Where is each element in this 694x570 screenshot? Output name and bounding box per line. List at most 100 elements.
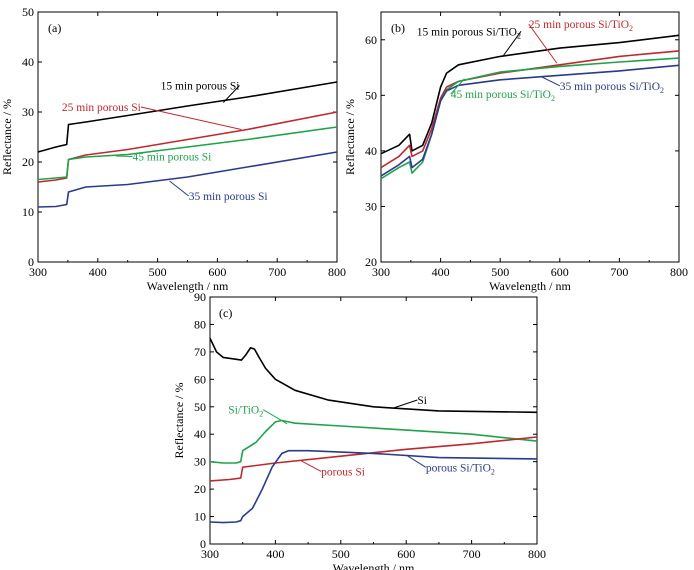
x-tick-label: 300 [29,265,47,279]
x-tick-label: 800 [670,265,688,279]
x-tick-label: 800 [528,547,546,561]
series-label-text: porous Si/TiO [426,462,491,474]
y-axis-label: Reflectance / % [172,383,186,459]
label-leader-line [301,460,322,472]
x-axis-label: Wavelength / nm [147,279,229,293]
y-tick-label: 40 [22,55,34,69]
series-label: 25 min porous Si [62,102,141,114]
series-line-45-min-porous-si [37,126,338,181]
x-tick-label: 400 [266,547,284,561]
y-tick-label: 80 [194,317,206,331]
series-line-25-min-porous-si-tio2 [380,50,680,169]
panel-c: (c) 300 400 500 600 700 800 0 10 20 30 40 50 60 70 80 9… [172,290,546,570]
series-label: 15 min porous Si [161,81,240,93]
series-label: 45 min porous Si [132,152,211,164]
plot-frame [209,296,538,545]
series-line-25-min-porous-si [37,111,338,183]
y-tick-label: 60 [194,372,206,386]
series-line-porous-si-tio2 [209,449,538,524]
y-tick-label: 20 [194,482,206,496]
series-label-subscript: 2 [517,31,521,40]
panel-tag-a: (a) [48,21,61,35]
label-leader-line [115,155,133,157]
y-tick-label: 90 [194,290,206,304]
series-line-15-min-porous-si [37,81,338,153]
series-label-text: Si/TiO [228,405,259,417]
y-tick-label: 20 [365,255,377,269]
x-tick-label: 600 [551,265,569,279]
panel-a: (a) 300 400 500 600 700 800 0 10 20 30 40 50 Wavelen… [0,5,346,293]
series-label: porous Si [321,466,365,478]
panel-b: (b) 300 400 500 600 700 800 20 30 40 50 60 Waveleng… [343,11,688,293]
series-label: Si [417,395,427,407]
x-tick-label: 700 [268,265,286,279]
y-tick-label: 50 [194,400,206,414]
x-axis-label: Wavelength / nm [333,561,415,570]
x-tick-label: 600 [208,265,226,279]
x-tick-label: 400 [89,265,107,279]
label-leader-line [405,454,427,468]
x-tick-label: 500 [491,265,509,279]
series-label-text: 35 min porous Si [189,191,268,203]
y-tick-label: 70 [194,345,206,359]
series-label: porous Si/TiO2 [426,462,495,476]
y-tick-label: 30 [22,105,34,119]
series-label-subscript: 2 [660,86,664,95]
series-label-text: Si [417,395,427,407]
series-label-subscript: 2 [259,410,263,419]
plot-frame [37,11,338,263]
label-leader-line [392,399,418,409]
series-line-si-tio2 [209,419,538,464]
y-axis-label: Reflectance / % [0,99,14,175]
series-label-text: 15 min porous Si [161,81,240,93]
series-line-45-min-porous-si-tio2 [380,57,680,180]
series-label: 45 min porous Si/TiO2 [451,89,555,103]
panel-tag-c: (c) [219,306,232,320]
series-line-35-min-porous-si [37,151,338,208]
series-line-35-min-porous-si-tio2 [380,64,680,177]
x-tick-label: 500 [332,547,350,561]
series-label-text: 45 min porous Si [132,152,211,164]
y-tick-label: 40 [365,144,377,158]
label-leader-line [528,23,558,64]
y-tick-label: 20 [22,155,34,169]
series-label: 25 min porous Si/TiO2 [529,19,633,33]
panel-tag-b: (b) [391,21,405,35]
y-axis-label: Reflectance / % [343,99,357,175]
y-tick-label: 10 [194,510,206,524]
x-tick-label: 600 [397,547,415,561]
x-axis-label: Wavelength / nm [489,279,571,293]
label-leader-line [223,85,240,103]
x-tick-label: 300 [201,547,219,561]
x-tick-label: 700 [463,547,481,561]
x-tick-label: 500 [149,265,167,279]
series-label: Si/TiO2 [228,405,263,419]
series-label-text: 25 min porous Si [62,102,141,114]
series-label: 35 min porous Si [189,191,268,203]
y-tick-label: 0 [200,537,206,551]
series-label-text: 15 min porous Si/TiO [417,26,517,38]
label-leader-line [541,76,561,87]
label-leader-line [450,78,465,95]
y-tick-label: 30 [365,199,377,213]
label-leader-line [262,409,288,425]
series-label: 35 min porous Si/TiO2 [560,81,664,95]
series-label-subscript: 2 [629,24,633,33]
y-tick-label: 50 [365,88,377,102]
y-tick-label: 50 [22,5,34,19]
y-tick-label: 0 [28,255,34,269]
x-tick-label: 300 [372,265,390,279]
x-tick-label: 400 [432,265,450,279]
series-label-text: 35 min porous Si/TiO [560,81,660,93]
label-leader-line [169,180,190,197]
series-label-text: 25 min porous Si/TiO [529,19,629,31]
series-line-15-min-porous-si-tio2 [380,34,680,155]
y-tick-label: 10 [22,205,34,219]
series-line-si [209,337,538,414]
label-leader-line [140,106,242,130]
x-tick-label: 800 [328,265,346,279]
x-tick-label: 700 [610,265,628,279]
series-label: 15 min porous Si/TiO2 [417,26,521,40]
y-tick-label: 40 [194,427,206,441]
